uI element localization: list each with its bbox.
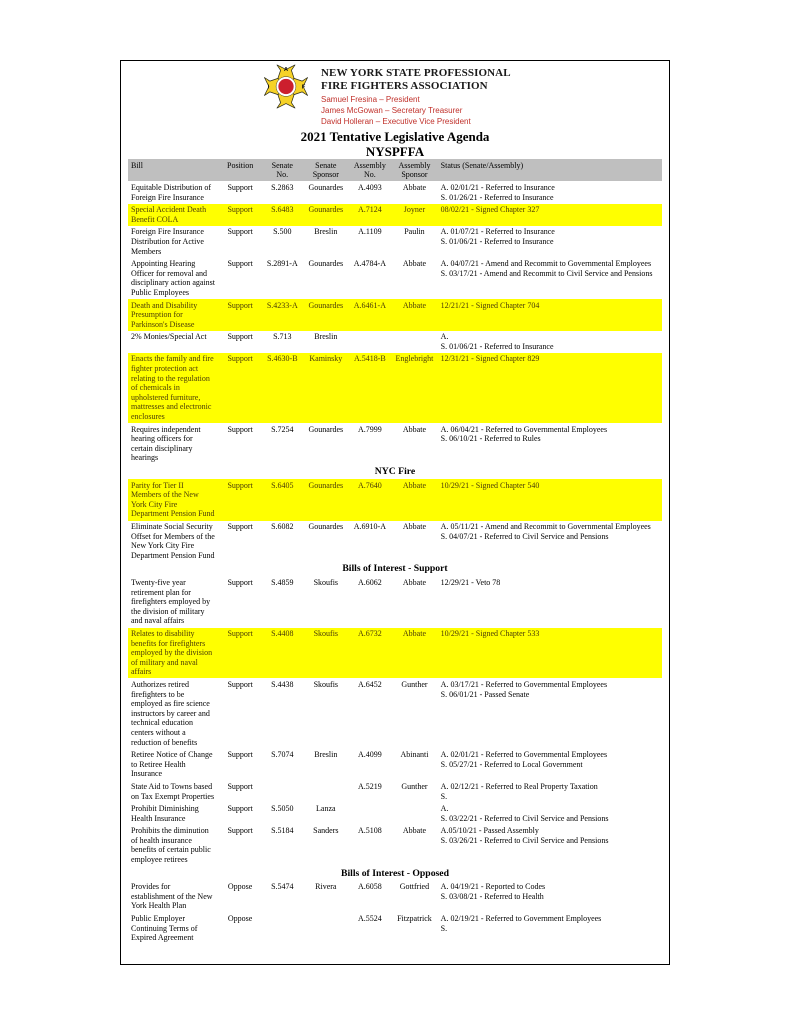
- svg-text:F: F: [302, 84, 306, 90]
